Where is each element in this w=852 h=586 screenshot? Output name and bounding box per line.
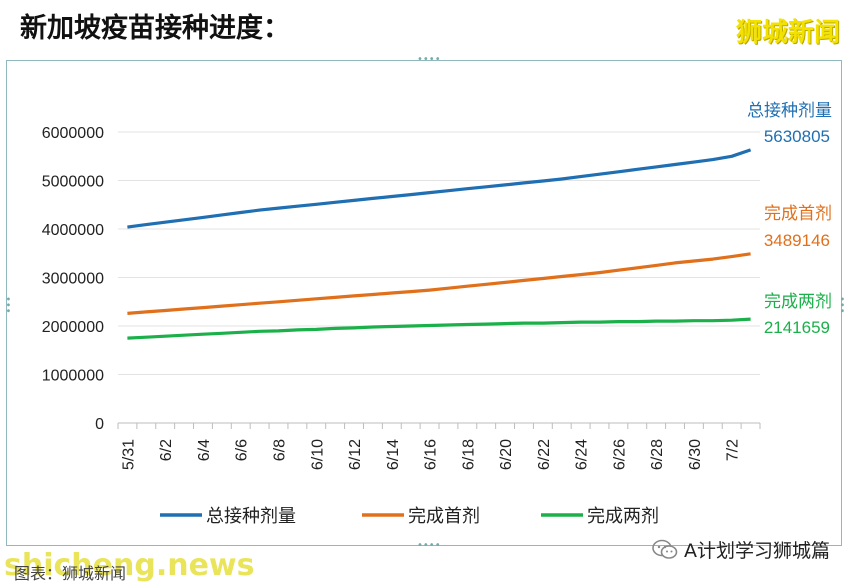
page-title: 新加坡疫苗接种进度： (20, 13, 290, 44)
x-tick-label: 6/28 (649, 439, 666, 470)
resize-handle-left[interactable]: ••• (2, 296, 13, 314)
series-value-label: 2141659 (764, 318, 830, 337)
x-tick-label: 6/30 (687, 439, 704, 470)
resize-handle-right[interactable]: ••• (836, 296, 847, 314)
legend-label: 完成两剂 (587, 506, 659, 527)
wechat-account-name: A计划学习狮城篇 (684, 540, 830, 562)
chart-legend: 总接种剂量 完成首剂 完成两剂 (160, 506, 659, 527)
x-tick-label: 6/12 (347, 439, 364, 470)
series-line (127, 148, 752, 229)
legend-label: 完成首剂 (408, 506, 480, 527)
x-tick-label: 6/10 (309, 439, 326, 470)
x-tick-label: 6/16 (423, 439, 440, 470)
series-value-label: 3489146 (764, 231, 830, 250)
x-tick-label: 6/26 (611, 439, 628, 470)
wechat-account: A计划学习狮城篇 (652, 536, 830, 563)
series-name-label: 完成两剂 (764, 292, 832, 312)
y-tick-label: 4000000 (42, 222, 104, 239)
series-name-label: 完成首剂 (764, 204, 832, 224)
gridlines (118, 131, 760, 375)
y-tick-label: 2000000 (42, 319, 104, 336)
site-watermark: shicheng.news (4, 548, 255, 583)
x-tick-label: 6/20 (498, 439, 515, 470)
x-tick-label: 6/4 (196, 439, 213, 461)
x-tick-label: 5/31 (120, 439, 137, 470)
resize-handle-top[interactable]: •••• (417, 54, 441, 65)
y-tick-label: 6000000 (42, 125, 104, 142)
y-tick-label: 0 (95, 416, 104, 433)
series-lines (127, 148, 752, 340)
series-value-label: 5630805 (764, 127, 830, 146)
x-tick-label: 6/6 (234, 439, 251, 461)
x-tick-label: 6/8 (272, 439, 289, 461)
legend-label: 总接种剂量 (206, 506, 296, 527)
x-tick-label: 7/2 (725, 439, 742, 461)
chart-frame[interactable]: •••• •••• ••• ••• (2, 55, 847, 551)
x-tick-label: 6/14 (385, 439, 402, 470)
series-line (127, 317, 751, 340)
resize-handle-bottom[interactable]: •••• (417, 540, 441, 551)
axes: 0 1000000 2000000 3000000 4000000 5000000 6000… (42, 125, 761, 470)
y-tick-label: 1000000 (42, 368, 104, 385)
chart-source-caption: 图表：狮城新闻 (14, 564, 127, 583)
y-tick-label: 3000000 (42, 271, 104, 288)
x-tick-label: 6/24 (574, 439, 591, 470)
y-tick-label: 5000000 (42, 174, 104, 191)
series-line (127, 252, 751, 315)
series-name-label: 总接种剂量 (747, 101, 832, 121)
x-tick-label: 6/2 (158, 439, 175, 461)
brand-logo-text: 狮城新闻 (735, 18, 840, 48)
x-tick-label: 6/18 (460, 439, 477, 470)
wechat-icon (652, 539, 678, 561)
series-end-labels: 总接种剂量 5630805 完成首剂 3489146 完成两剂 2141659 (747, 101, 832, 337)
x-tick-label: 6/22 (536, 439, 553, 470)
